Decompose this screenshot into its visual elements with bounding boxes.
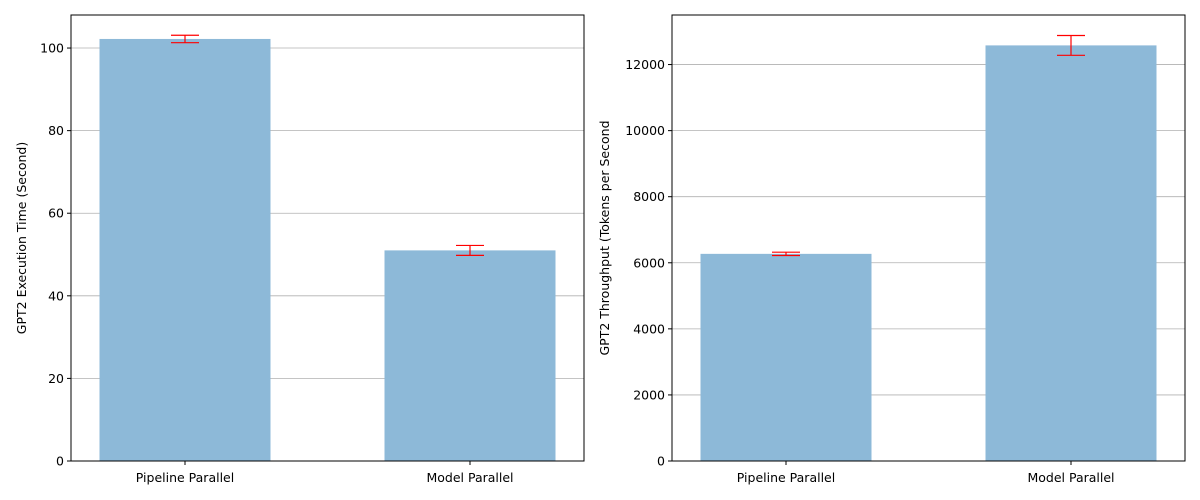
plot-frame — [70, 14, 585, 462]
bar-pipeline-parallel — [99, 38, 271, 462]
bar-pipeline-parallel — [700, 253, 872, 461]
throughput-chart: 0 2000 4000 6000 8000 10000 12000 Pipeline Para… — [597, 14, 1186, 485]
y-axis-label: GPT2 Execution Time (Second) — [14, 142, 29, 334]
y-tick-label: 0 — [56, 454, 64, 469]
y-tick-label: 2000 — [633, 387, 665, 402]
x-tick-label: Pipeline Parallel — [136, 470, 234, 485]
y-tick-label: 0 — [657, 454, 665, 469]
y-tick-label: 40 — [48, 288, 64, 303]
y-tick-label: 60 — [48, 206, 64, 221]
x-tick-label: Pipeline Parallel — [737, 470, 835, 485]
execution-time-chart: 0 20 40 60 80 100 Pipeline Parallel Model Paral… — [14, 14, 585, 485]
bar-model-parallel — [384, 250, 556, 461]
error-bar — [772, 251, 800, 257]
y-tick-label: 20 — [48, 371, 64, 386]
error-bar — [171, 34, 199, 44]
plot-frame — [671, 14, 1186, 462]
bar-model-parallel — [985, 45, 1157, 461]
y-tick-label: 80 — [48, 123, 64, 138]
x-tick-label: Model Parallel — [1027, 470, 1114, 485]
y-axis-label: GPT2 Throughput (Tokens per Second — [597, 120, 612, 355]
error-bar — [456, 244, 484, 256]
y-tick-label: 10000 — [625, 123, 665, 138]
y-tick-label: 6000 — [633, 255, 665, 270]
y-tick-label: 4000 — [633, 321, 665, 336]
y-tick-label: 8000 — [633, 189, 665, 204]
x-tick-label: Model Parallel — [426, 470, 513, 485]
error-bar — [1057, 34, 1085, 56]
y-tick-label: 12000 — [625, 57, 665, 72]
y-tick-label: 100 — [40, 41, 64, 56]
